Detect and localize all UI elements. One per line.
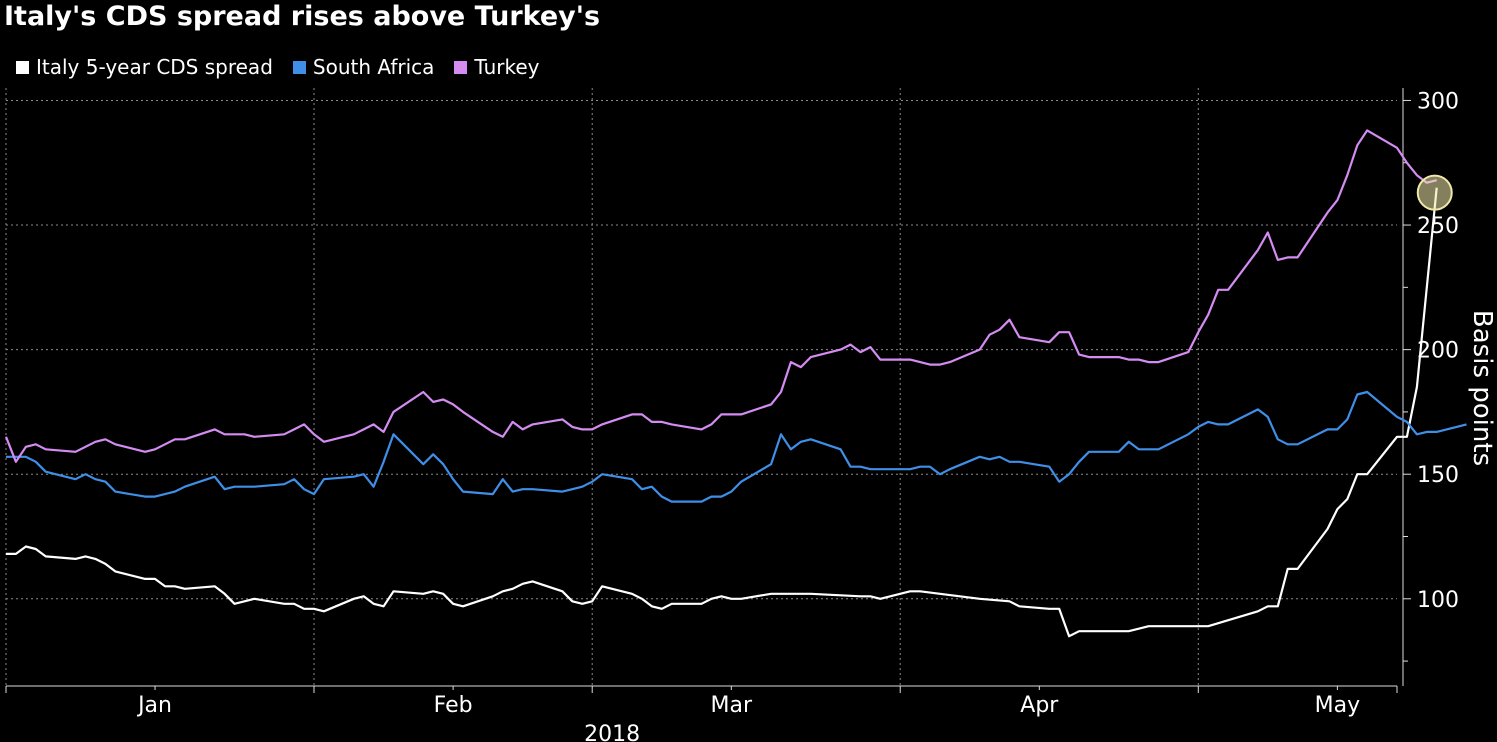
series-lines xyxy=(4,129,1467,638)
series-line-turkey xyxy=(4,129,1437,463)
legend-label-south-africa: South Africa xyxy=(312,55,435,79)
xtick-label-may: May xyxy=(1315,693,1360,718)
y-axis-label: Basis points xyxy=(1467,310,1497,466)
axes: 100 150 200 250 300 Jan Feb Mar Apr May 2018 Basis … xyxy=(5,88,1497,742)
legend-item-italy: Italy 5-year CDS spread xyxy=(16,55,273,79)
legend-swatch-south-africa xyxy=(292,60,306,74)
legend-label-turkey: Turkey xyxy=(474,55,540,79)
ytick-label-100: 100 xyxy=(1417,588,1459,613)
legend-swatch-turkey xyxy=(454,60,468,74)
legend-item-turkey: Turkey xyxy=(454,55,540,79)
legend-item-south-africa: South Africa xyxy=(292,55,435,79)
legend: Italy 5-year CDS spread South Africa Tur… xyxy=(16,54,560,80)
xtick-label-feb: Feb xyxy=(434,693,473,718)
gridlines xyxy=(5,88,1397,686)
ytick-label-200: 200 xyxy=(1417,339,1459,364)
ytick-label-150: 150 xyxy=(1417,463,1459,488)
series-line-south-africa xyxy=(6,390,1467,503)
x-axis-label: 2018 xyxy=(584,722,640,742)
annotation-layer xyxy=(1416,174,1453,211)
legend-swatch-italy xyxy=(16,60,29,74)
chart-title: Italy's CDS spread rises above Turkey's xyxy=(4,1,601,32)
xtick-label-apr: Apr xyxy=(1020,693,1059,718)
ytick-label-300: 300 xyxy=(1417,89,1459,114)
highlight-circle xyxy=(1416,174,1453,211)
ytick-label-250: 250 xyxy=(1417,214,1459,239)
xtick-label-mar: Mar xyxy=(711,693,753,718)
xtick-label-jan: Jan xyxy=(136,693,172,718)
legend-label-italy: Italy 5-year CDS spread xyxy=(36,55,273,79)
series-line-italy-5-year-cds-spread xyxy=(6,187,1438,638)
